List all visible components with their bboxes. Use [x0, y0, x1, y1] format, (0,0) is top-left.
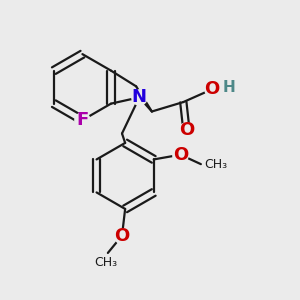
Text: O: O — [173, 146, 188, 164]
Text: CH₃: CH₃ — [95, 256, 118, 269]
Text: O: O — [179, 122, 194, 140]
Text: CH₃: CH₃ — [204, 158, 227, 171]
Text: F: F — [76, 111, 88, 129]
Text: O: O — [204, 80, 219, 98]
Text: N: N — [132, 88, 147, 106]
Text: H: H — [223, 80, 235, 95]
Text: O: O — [114, 227, 130, 245]
